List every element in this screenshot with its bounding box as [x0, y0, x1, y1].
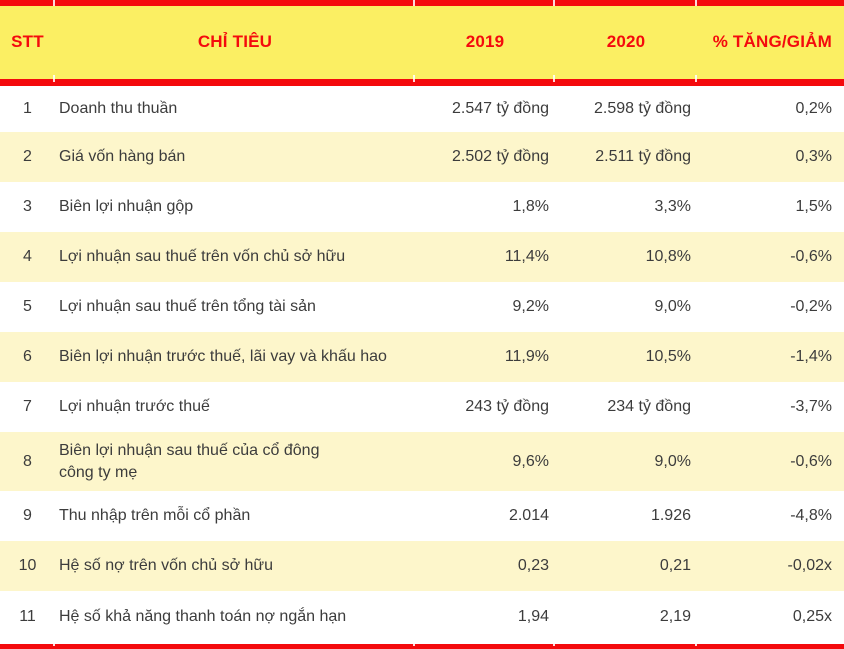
cell-2019: 9,2% [415, 282, 555, 332]
cell-tang-giam: 0,2% [697, 82, 844, 132]
border-gap [53, 641, 55, 646]
cell-tang-giam: 0,3% [697, 132, 844, 182]
table-row: 3 Biên lợi nhuận gộp 1,8% 3,3% 1,5% [0, 182, 844, 232]
cell-tang-giam: -0,2% [697, 282, 844, 332]
cell-tang-giam: -0,6% [697, 232, 844, 282]
cell-2020: 2.598 tỷ đồng [555, 82, 697, 132]
column-header-tang-giam: % TĂNG/GIẢM [697, 6, 844, 86]
cell-chi-tieu: Biên lợi nhuận sau thuế của cổ đông công… [55, 432, 415, 491]
border-gap [413, 641, 415, 646]
table-row: 2 Giá vốn hàng bán 2.502 tỷ đồng 2.511 t… [0, 132, 844, 182]
cell-2020: 2.511 tỷ đồng [555, 132, 697, 182]
cell-chi-tieu: Giá vốn hàng bán [55, 132, 415, 182]
cell-stt: 8 [0, 432, 55, 491]
table-row: 11 Hệ số khả năng thanh toán nợ ngắn hạn… [0, 591, 844, 649]
cell-chi-tieu: Lợi nhuận sau thuế trên tổng tài sản [55, 282, 415, 332]
table-row: 9 Thu nhập trên mỗi cổ phần 2.014 1.926 … [0, 491, 844, 541]
cell-tang-giam: -4,8% [697, 491, 844, 541]
cell-tang-giam: 0,25x [697, 591, 844, 649]
column-header-2020: 2020 [555, 6, 697, 86]
table-row: 6 Biên lợi nhuận trước thuế, lãi vay và … [0, 332, 844, 382]
border-gap [413, 0, 415, 6]
cell-2020: 0,21 [555, 541, 697, 591]
cell-2019: 0,23 [415, 541, 555, 591]
cell-chi-tieu: Biên lợi nhuận gộp [55, 182, 415, 232]
cell-chi-tieu: Biên lợi nhuận trước thuế, lãi vay và kh… [55, 332, 415, 382]
cell-chi-tieu: Thu nhập trên mỗi cổ phần [55, 491, 415, 541]
table-top-border [0, 0, 844, 6]
cell-2020: 9,0% [555, 282, 697, 332]
border-gap [695, 0, 697, 6]
financial-indicators-table: STT CHỈ TIÊU 2019 2020 % TĂNG/GIẢM 1 Doa… [0, 6, 844, 649]
border-gap [53, 75, 55, 82]
column-header-2019: 2019 [415, 6, 555, 86]
cell-stt: 11 [0, 591, 55, 649]
cell-2019: 11,4% [415, 232, 555, 282]
column-header-chi-tieu: CHỈ TIÊU [55, 6, 415, 86]
cell-2020: 2,19 [555, 591, 697, 649]
cell-2019: 1,8% [415, 182, 555, 232]
border-gap [553, 0, 555, 6]
cell-2019: 11,9% [415, 332, 555, 382]
cell-stt: 10 [0, 541, 55, 591]
cell-stt: 5 [0, 282, 55, 332]
cell-stt: 7 [0, 382, 55, 432]
cell-stt: 1 [0, 82, 55, 132]
table-row: 5 Lợi nhuận sau thuế trên tổng tài sản 9… [0, 282, 844, 332]
cell-tang-giam: 1,5% [697, 182, 844, 232]
border-gap [53, 0, 55, 6]
column-header-stt: STT [0, 6, 55, 86]
cell-2020: 1.926 [555, 491, 697, 541]
cell-2019: 2.502 tỷ đồng [415, 132, 555, 182]
cell-tang-giam: -0,02x [697, 541, 844, 591]
border-gap [695, 641, 697, 646]
border-gap [553, 641, 555, 646]
table-row: 7 Lợi nhuận trước thuế 243 tỷ đồng 234 t… [0, 382, 844, 432]
border-gap [695, 75, 697, 82]
table-row: 10 Hệ số nợ trên vốn chủ sở hữu 0,23 0,2… [0, 541, 844, 591]
cell-stt: 6 [0, 332, 55, 382]
cell-tang-giam: -0,6% [697, 432, 844, 491]
cell-2019: 243 tỷ đồng [415, 382, 555, 432]
cell-2019: 2.014 [415, 491, 555, 541]
cell-stt: 9 [0, 491, 55, 541]
cell-stt: 3 [0, 182, 55, 232]
cell-2020: 10,8% [555, 232, 697, 282]
cell-chi-tieu: Lợi nhuận trước thuế [55, 382, 415, 432]
cell-2019: 1,94 [415, 591, 555, 649]
cell-stt: 2 [0, 132, 55, 182]
cell-2020: 10,5% [555, 332, 697, 382]
cell-chi-tieu: Lợi nhuận sau thuế trên vốn chủ sở hữu [55, 232, 415, 282]
border-gap [553, 75, 555, 82]
border-gap [413, 75, 415, 82]
header-row: STT CHỈ TIÊU 2019 2020 % TĂNG/GIẢM [0, 6, 844, 86]
cell-2020: 234 tỷ đồng [555, 382, 697, 432]
cell-stt: 4 [0, 232, 55, 282]
cell-2020: 9,0% [555, 432, 697, 491]
table-row: 4 Lợi nhuận sau thuế trên vốn chủ sở hữu… [0, 232, 844, 282]
cell-chi-tieu: Hệ số nợ trên vốn chủ sở hữu [55, 541, 415, 591]
cell-chi-tieu: Doanh thu thuần [55, 82, 415, 132]
cell-tang-giam: -3,7% [697, 382, 844, 432]
table-row: 8 Biên lợi nhuận sau thuế của cổ đông cô… [0, 432, 844, 491]
cell-chi-tieu: Hệ số khả năng thanh toán nợ ngắn hạn [55, 591, 415, 649]
cell-2020: 3,3% [555, 182, 697, 232]
table-row: 1 Doanh thu thuần 2.547 tỷ đồng 2.598 tỷ… [0, 82, 844, 132]
cell-tang-giam: -1,4% [697, 332, 844, 382]
cell-2019: 2.547 tỷ đồng [415, 82, 555, 132]
cell-2019: 9,6% [415, 432, 555, 491]
